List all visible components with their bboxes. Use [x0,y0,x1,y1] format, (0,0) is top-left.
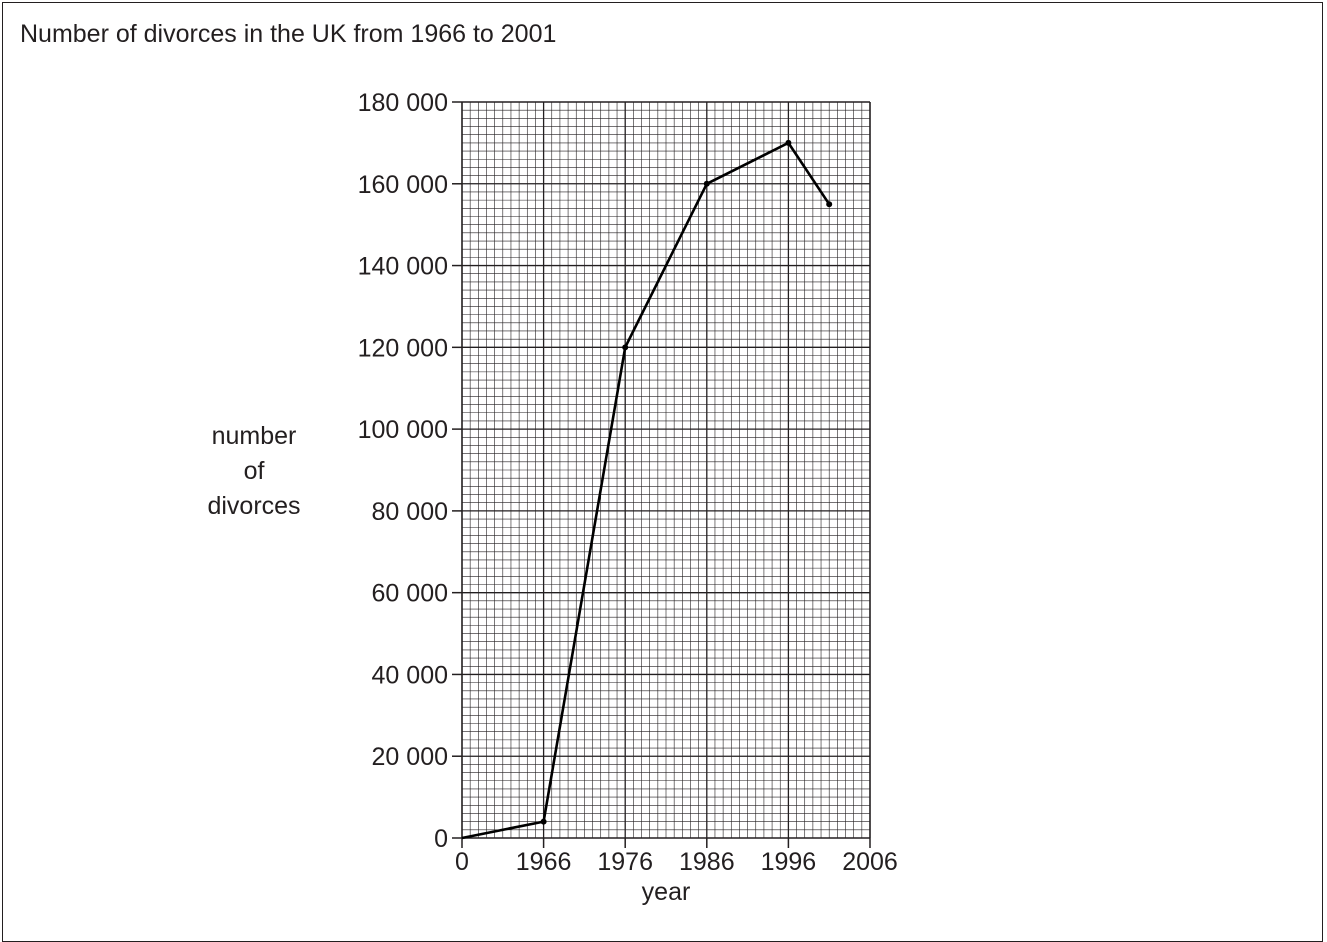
x-tick-label: 1986 [679,848,735,876]
y-tick-label: 140 000 [358,253,448,281]
y-axis-label-line-3: divorces [207,492,300,520]
x-tick-label: 0 [455,848,469,876]
y-axis-label-line-1: number [212,422,297,450]
series-line [461,141,831,840]
x-axis-label: year [642,878,691,906]
y-axis-ticks: 0 20 000 40 000 60 000 80 000 100 000 120 000 1… [358,89,462,853]
data-point [826,201,833,208]
data-point [540,818,547,825]
x-tick-label: 1996 [761,848,817,876]
y-tick-label: 160 000 [358,171,448,199]
chart-title: Number of divorces in the UK from 1966 t… [20,20,556,48]
y-tick-label: 20 000 [372,743,448,771]
y-tick-label: 120 000 [358,334,448,362]
y-tick-label: 60 000 [372,580,448,608]
x-tick-label: 2006 [842,848,898,876]
y-axis-label-line-2: of [244,457,265,485]
y-tick-label: 40 000 [372,661,448,689]
x-tick-label: 1976 [597,848,653,876]
data-point [703,180,710,187]
y-tick-label: 180 000 [358,89,448,117]
data-point [622,344,629,351]
x-tick-label: 1966 [516,848,572,876]
y-tick-label: 80 000 [372,498,448,526]
chart-grid [461,101,871,839]
data-point [785,139,792,146]
y-tick-label: 100 000 [358,416,448,444]
x-axis-ticks: 0 1966 1976 1986 1996 2006 [455,838,898,876]
y-tick-label: 0 [434,825,448,853]
series-layer [461,139,833,840]
